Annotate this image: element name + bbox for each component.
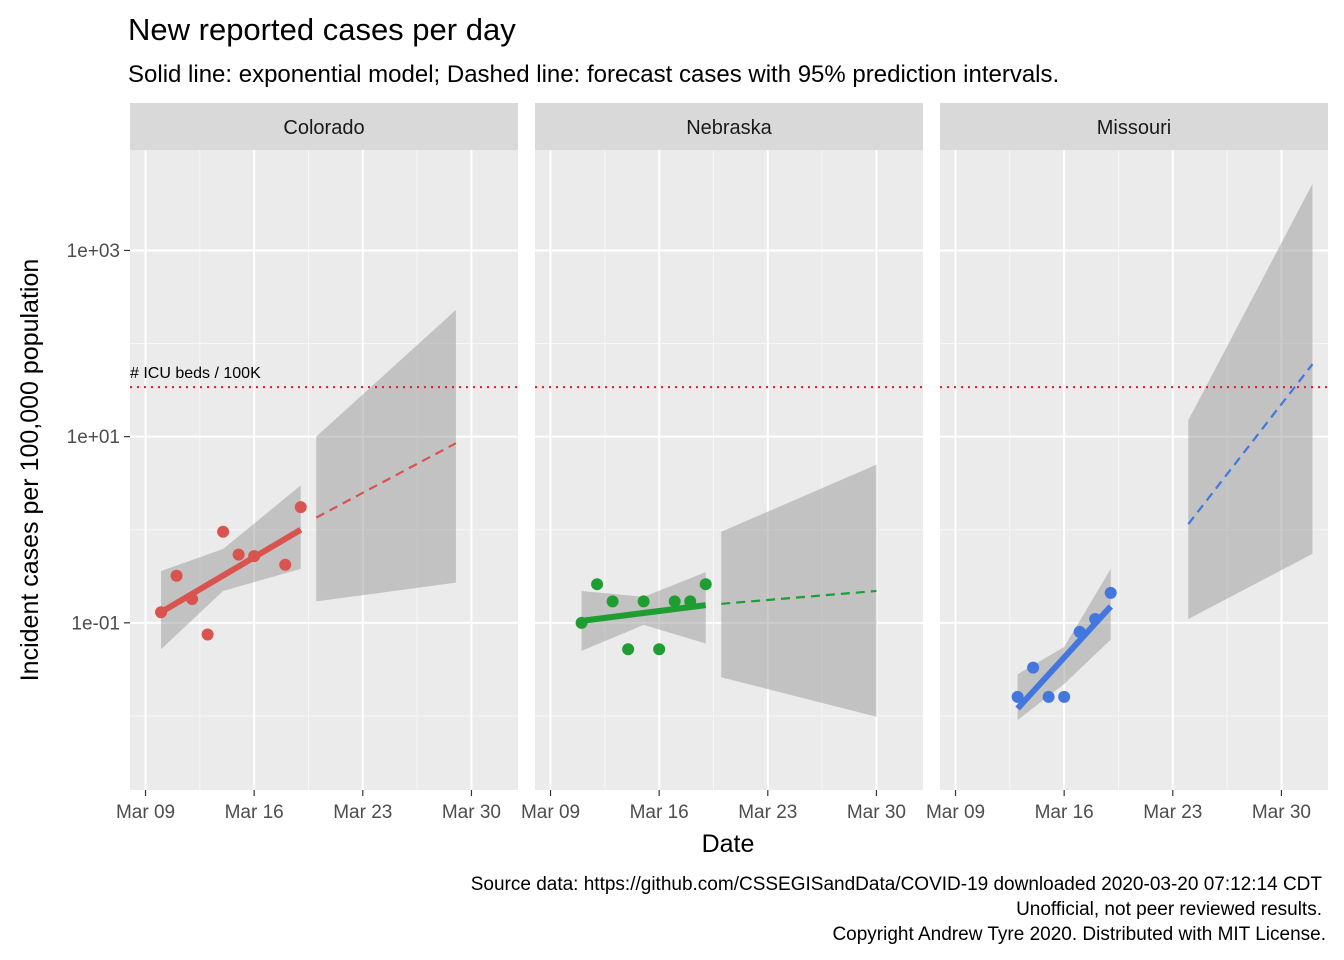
forecast-prediction-interval	[721, 464, 877, 717]
fit-confidence-band	[161, 485, 301, 650]
x-tick-label: Mar 30	[442, 802, 501, 823]
data-point	[1089, 612, 1102, 625]
data-point	[591, 578, 604, 591]
x-tick-label: Mar 09	[116, 802, 175, 823]
x-tick-label: Mar 09	[926, 802, 985, 823]
facet-strip	[940, 103, 1328, 150]
panel-nebraska: Nebraska Mar 09 Mar 16 Mar 23 Mar 30	[521, 103, 923, 823]
x-axis-title: Date	[702, 830, 755, 858]
data-point	[1027, 661, 1040, 674]
forecast-line	[315, 442, 457, 519]
chart-subtitle: Solid line: exponential model; Dashed li…	[128, 61, 1059, 88]
data-point	[279, 558, 292, 571]
y-axis-title: Incident cases per 100,000 population	[16, 259, 44, 682]
data-point	[248, 550, 261, 563]
facet-strip	[535, 103, 923, 150]
data-point	[155, 606, 168, 619]
icu-beds-label: # ICU beds / 100K	[130, 365, 261, 382]
y-tick-label: 1e-01	[71, 613, 120, 634]
x-tick-label: Mar 16	[630, 802, 689, 823]
data-point	[575, 616, 588, 629]
fit-line	[581, 602, 707, 624]
caption-disclaimer: Unofficial, not peer reviewed results.	[1016, 899, 1322, 920]
forecast-prediction-interval	[316, 309, 456, 602]
y-tick-label: 1e+01	[67, 427, 120, 448]
y-axis: 1e-01 1e+01 1e+03	[67, 241, 130, 634]
facet-strip-label: Nebraska	[686, 117, 772, 139]
facet-strip-label: Colorado	[283, 117, 364, 139]
x-tick-label: Mar 23	[738, 802, 797, 823]
x-tick-label: Mar 30	[1252, 802, 1311, 823]
x-tick-label: Mar 23	[1143, 802, 1202, 823]
data-point	[170, 569, 183, 582]
caption-source: Source data: https://github.com/CSSEGISa…	[471, 874, 1323, 895]
data-point	[1058, 690, 1071, 703]
forecast-line	[721, 589, 877, 605]
panel-missouri: Missouri Mar 09 Mar 16 Mar 23 Mar 30	[926, 103, 1328, 823]
data-point	[1104, 586, 1117, 599]
forecast-prediction-interval	[1188, 183, 1313, 619]
x-tick-label: Mar 16	[225, 802, 284, 823]
data-point	[201, 628, 214, 641]
data-point	[637, 595, 650, 608]
x-tick-label: Mar 23	[333, 802, 392, 823]
x-tick-label: Mar 16	[1035, 802, 1094, 823]
data-point	[1073, 625, 1086, 638]
data-point	[186, 593, 199, 606]
x-tick-label: Mar 30	[847, 802, 906, 823]
data-point	[1011, 690, 1024, 703]
data-point	[622, 643, 635, 656]
data-point	[668, 595, 681, 608]
facet-strip-label: Missouri	[1097, 117, 1171, 139]
data-point	[653, 643, 666, 656]
data-point	[699, 578, 712, 591]
data-point	[217, 525, 230, 538]
panel-colorado: Colorado Mar 09 Mar 16 Mar 23 Mar 30 # ICU be…	[116, 103, 518, 823]
data-point	[606, 595, 619, 608]
facet-strip	[130, 103, 518, 150]
chart-title: New reported cases per day	[128, 12, 516, 47]
y-tick-label: 1e+03	[67, 241, 120, 262]
data-point	[1042, 690, 1055, 703]
facet-panels: Colorado Mar 09 Mar 16 Mar 23 Mar 30 # ICU be…	[116, 103, 1328, 823]
x-tick-label: Mar 09	[521, 802, 580, 823]
forecast-line	[1187, 363, 1314, 525]
data-point	[294, 501, 307, 514]
data-point	[684, 595, 697, 608]
data-point	[232, 548, 245, 561]
caption-copyright: Copyright Andrew Tyre 2020. Distributed …	[832, 924, 1326, 945]
fit-line	[159, 527, 303, 615]
